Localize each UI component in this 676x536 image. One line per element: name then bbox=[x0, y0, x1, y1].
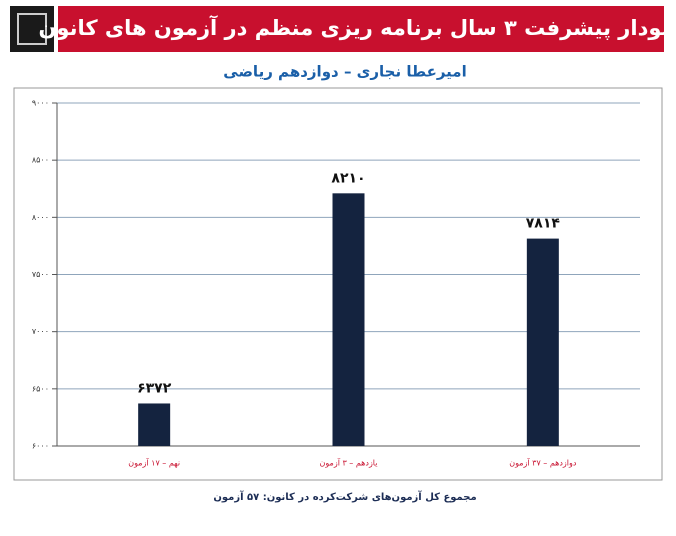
y-tick-label: ۷۵۰۰ bbox=[32, 270, 49, 279]
x-tick-label: دوازدهم – ۳۷ آزمون bbox=[509, 458, 577, 468]
y-tick-label: ۸۰۰۰ bbox=[32, 213, 49, 222]
chart-title: نمودار پیشرفت ۳ سال برنامه ریزی منظم در … bbox=[38, 15, 676, 40]
y-tick-label: ۶۰۰۰ bbox=[32, 442, 49, 451]
chart-subtitle: امیرعطا نجاری – دوازدهم ریاضی bbox=[223, 63, 466, 81]
y-tick-label: ۶۵۰۰ bbox=[32, 384, 49, 393]
logo-mark bbox=[17, 13, 47, 45]
bar bbox=[526, 238, 559, 446]
x-tick-label: یازدهم – ۳ آزمون bbox=[320, 458, 378, 468]
plot-frame bbox=[13, 87, 663, 481]
value-label: ۸۲۱۰ bbox=[331, 170, 365, 186]
x-tick-label: نهم – ۱۷ آزمون bbox=[128, 458, 180, 468]
bar bbox=[332, 193, 365, 446]
y-tick-label: ۸۵۰۰ bbox=[32, 156, 49, 165]
y-tick-label: ۹۰۰۰ bbox=[32, 99, 49, 108]
y-tick-label: ۷۰۰۰ bbox=[32, 327, 49, 336]
value-label: ۷۸۱۴ bbox=[526, 216, 561, 232]
header-band bbox=[58, 6, 664, 52]
bar bbox=[138, 403, 171, 446]
footnote: مجموع کل آزمون‌های شرکت‌کرده در کانون: ۵… bbox=[213, 490, 476, 503]
value-label: ۶۳۷۲ bbox=[137, 380, 172, 396]
